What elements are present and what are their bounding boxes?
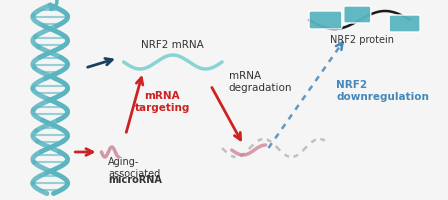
FancyBboxPatch shape: [389, 15, 420, 32]
Text: NRF2 protein: NRF2 protein: [330, 35, 394, 45]
FancyBboxPatch shape: [309, 11, 342, 29]
Text: microRNA: microRNA: [108, 175, 162, 185]
FancyBboxPatch shape: [344, 6, 371, 23]
Text: mRNA
targeting: mRNA targeting: [134, 91, 190, 113]
Text: Aging-
associated: Aging- associated: [108, 157, 160, 179]
Text: NRF2 mRNA: NRF2 mRNA: [141, 40, 203, 50]
Text: mRNA
degradation: mRNA degradation: [229, 71, 293, 93]
Text: NRF2
downregulation: NRF2 downregulation: [336, 80, 429, 102]
